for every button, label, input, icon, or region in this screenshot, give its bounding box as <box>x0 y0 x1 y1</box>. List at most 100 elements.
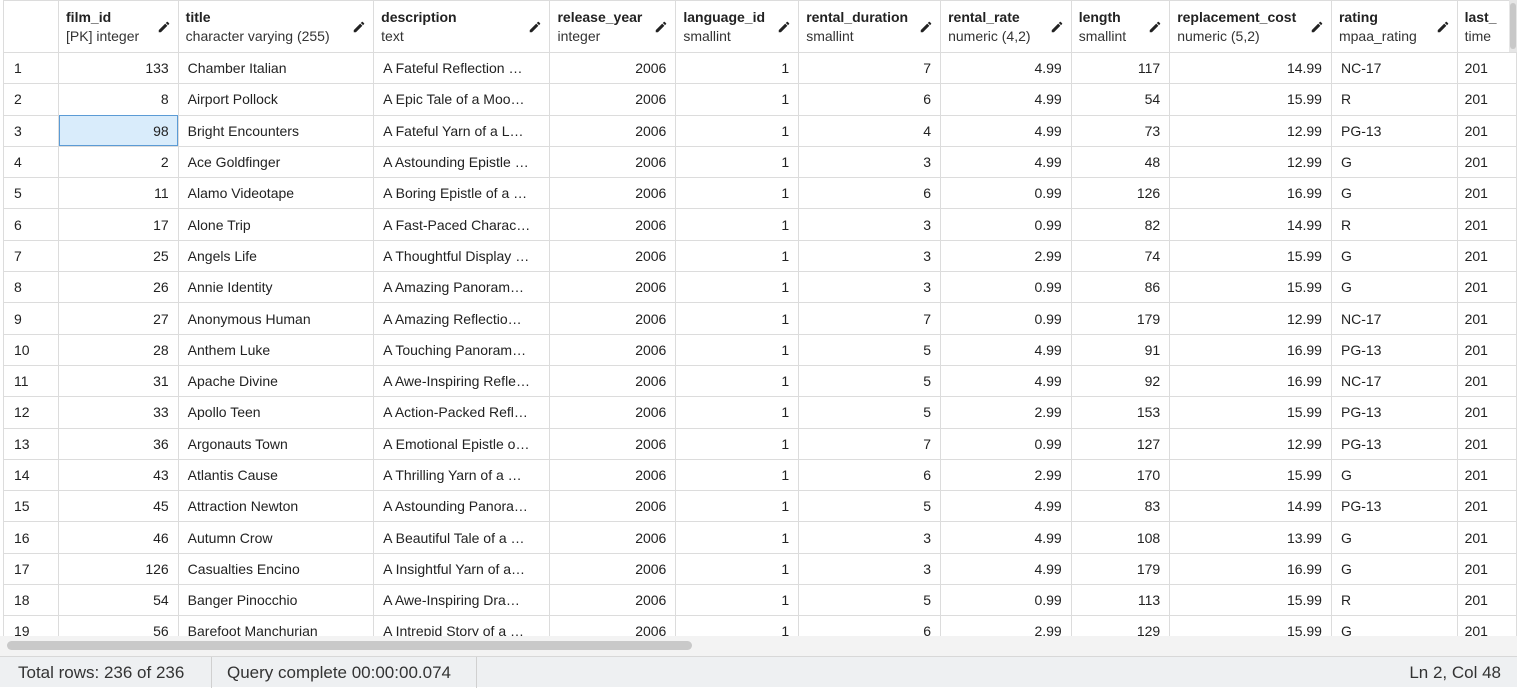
cell-film-id[interactable]: 46 <box>58 521 179 554</box>
cell-release-year[interactable]: 2006 <box>549 396 677 429</box>
cell-language-id[interactable]: 1 <box>675 271 800 304</box>
cell-length[interactable]: 153 <box>1070 396 1171 429</box>
cell-rental-duration[interactable]: 3 <box>798 521 942 554</box>
cell-release-year[interactable]: 2006 <box>549 51 677 85</box>
cell-title[interactable]: Bright Encounters <box>177 114 375 147</box>
cell-release-year[interactable]: 2006 <box>549 552 677 586</box>
cell-rental-rate[interactable]: 2.99 <box>940 239 1072 273</box>
cell-title[interactable]: Ace Goldfinger <box>177 145 375 179</box>
cell-rental-duration[interactable]: 5 <box>798 333 942 366</box>
cell-rental-duration[interactable]: 6 <box>798 177 942 210</box>
cell-replacement-cost[interactable]: 16.99 <box>1169 177 1332 210</box>
cell-language-id[interactable]: 1 <box>675 114 800 147</box>
cell-rating[interactable]: PG-13 <box>1330 333 1458 366</box>
cell-language-id[interactable]: 1 <box>675 521 800 554</box>
cell-release-year[interactable]: 2006 <box>549 145 677 179</box>
cell-rental-duration[interactable]: 5 <box>798 490 942 523</box>
pencil-icon[interactable] <box>919 20 933 34</box>
table-row[interactable]: 5 11 Alamo Videotape A Boring Epistle of a … <box>2 177 1517 210</box>
cell-replacement-cost[interactable]: 13.99 <box>1169 521 1332 554</box>
cell-film-id[interactable]: 11 <box>58 177 179 210</box>
row-number[interactable]: 11 <box>2 364 60 398</box>
cell-rating[interactable]: PG-13 <box>1330 114 1458 147</box>
cell-last-[interactable]: 201 <box>1456 458 1517 492</box>
cell-title[interactable]: Apache Divine <box>177 364 375 398</box>
cell-length[interactable]: 117 <box>1070 51 1171 85</box>
cell-language-id[interactable]: 1 <box>675 584 800 617</box>
cell-length[interactable]: 48 <box>1070 145 1171 179</box>
row-number[interactable]: 13 <box>2 427 60 460</box>
cell-description[interactable]: A Thoughtful Display … <box>373 239 551 273</box>
table-row[interactable]: 11 31 Apache Divine A Awe-Inspiring Refle… 2… <box>2 364 1517 398</box>
table-row[interactable]: 1 133 Chamber Italian A Fateful Reflection … <box>2 51 1517 85</box>
cell-title[interactable]: Argonauts Town <box>177 427 375 460</box>
cell-description[interactable]: A Fast-Paced Charac… <box>373 208 551 241</box>
cell-replacement-cost[interactable]: 12.99 <box>1169 114 1332 147</box>
cell-film-id[interactable]: 33 <box>58 396 179 429</box>
cell-last-[interactable]: 201 <box>1456 521 1517 554</box>
cell-rating[interactable]: R <box>1330 208 1458 241</box>
cell-title[interactable]: Alamo Videotape <box>177 177 375 210</box>
cell-length[interactable]: 179 <box>1070 302 1171 335</box>
table-row[interactable]: 6 17 Alone Trip A Fast-Paced Charac… 2006 1 3 0… <box>2 208 1517 241</box>
row-number[interactable]: 3 <box>2 114 60 147</box>
cell-length[interactable]: 86 <box>1070 271 1171 304</box>
cell-film-id[interactable]: 27 <box>58 302 179 335</box>
cell-rental-rate[interactable]: 4.99 <box>940 552 1072 586</box>
cell-description[interactable]: A Amazing Reflectio… <box>373 302 551 335</box>
cell-last-[interactable]: 201 <box>1456 83 1517 116</box>
cell-rental-duration[interactable]: 5 <box>798 396 942 429</box>
row-number[interactable]: 12 <box>2 396 60 429</box>
column-header-rental-duration[interactable]: rental_duration smallint <box>798 0 942 53</box>
cell-replacement-cost[interactable]: 15.99 <box>1169 271 1332 304</box>
table-row[interactable]: 18 54 Banger Pinocchio A Awe-Inspiring Dra…… <box>2 584 1517 617</box>
cell-title[interactable]: Apollo Teen <box>177 396 375 429</box>
table-row[interactable]: 15 45 Attraction Newton A Astounding Panora… <box>2 490 1517 523</box>
cell-last-[interactable]: 201 <box>1456 51 1517 85</box>
cell-film-id[interactable]: 28 <box>58 333 179 366</box>
cell-rental-rate[interactable]: 0.99 <box>940 177 1072 210</box>
cell-description[interactable]: A Thrilling Yarn of a … <box>373 458 551 492</box>
cell-release-year[interactable]: 2006 <box>549 458 677 492</box>
cell-last-[interactable]: 201 <box>1456 114 1517 147</box>
cell-replacement-cost[interactable]: 14.99 <box>1169 490 1332 523</box>
cell-rental-duration[interactable]: 7 <box>798 427 942 460</box>
table-row[interactable]: 12 33 Apollo Teen A Action-Packed Refl… 2006… <box>2 396 1517 429</box>
table-row[interactable]: 10 28 Anthem Luke A Touching Panoram… 2006 1 5… <box>2 333 1517 366</box>
table-row[interactable]: 13 36 Argonauts Town A Emotional Epistle o…… <box>2 427 1517 460</box>
column-header-replacement-cost[interactable]: replacement_cost numeric (5,2) <box>1169 0 1332 53</box>
cell-rental-duration[interactable]: 5 <box>798 584 942 617</box>
table-row[interactable]: 8 26 Annie Identity A Amazing Panoram… 2006 1… <box>2 271 1517 304</box>
cell-film-id[interactable]: 54 <box>58 584 179 617</box>
cell-language-id[interactable]: 1 <box>675 177 800 210</box>
selected-cell[interactable]: 98 <box>58 114 179 147</box>
column-header-description[interactable]: description text <box>373 0 551 53</box>
cell-release-year[interactable]: 2006 <box>549 239 677 273</box>
cell-last-[interactable]: 201 <box>1456 427 1517 460</box>
cell-title[interactable]: Autumn Crow <box>177 521 375 554</box>
cell-description[interactable]: A Epic Tale of a Moo… <box>373 83 551 116</box>
cell-replacement-cost[interactable]: 16.99 <box>1169 333 1332 366</box>
cell-release-year[interactable]: 2006 <box>549 83 677 116</box>
cell-rental-duration[interactable]: 6 <box>798 458 942 492</box>
cell-rental-duration[interactable]: 3 <box>798 271 942 304</box>
cell-description[interactable]: A Awe-Inspiring Refle… <box>373 364 551 398</box>
cell-rental-duration[interactable]: 3 <box>798 552 942 586</box>
cell-rental-duration[interactable]: 6 <box>798 83 942 116</box>
cell-length[interactable]: 82 <box>1070 208 1171 241</box>
cell-rating[interactable]: R <box>1330 584 1458 617</box>
cell-description[interactable]: A Amazing Panoram… <box>373 271 551 304</box>
table-row[interactable]: 3 98 Bright Encounters A Fateful Yarn of a … <box>2 114 1517 147</box>
cell-film-id[interactable]: 31 <box>58 364 179 398</box>
cell-description[interactable]: A Insightful Yarn of a… <box>373 552 551 586</box>
row-number[interactable]: 18 <box>2 584 60 617</box>
column-header-rating[interactable]: rating mpaa_rating <box>1330 0 1458 53</box>
cell-replacement-cost[interactable]: 15.99 <box>1169 458 1332 492</box>
cell-language-id[interactable]: 1 <box>675 396 800 429</box>
cell-language-id[interactable]: 1 <box>675 364 800 398</box>
cell-language-id[interactable]: 1 <box>675 208 800 241</box>
row-number[interactable]: 17 <box>2 552 60 586</box>
cell-last-[interactable]: 201 <box>1456 271 1517 304</box>
cell-rating[interactable]: G <box>1330 552 1458 586</box>
cell-last-[interactable]: 201 <box>1456 333 1517 366</box>
